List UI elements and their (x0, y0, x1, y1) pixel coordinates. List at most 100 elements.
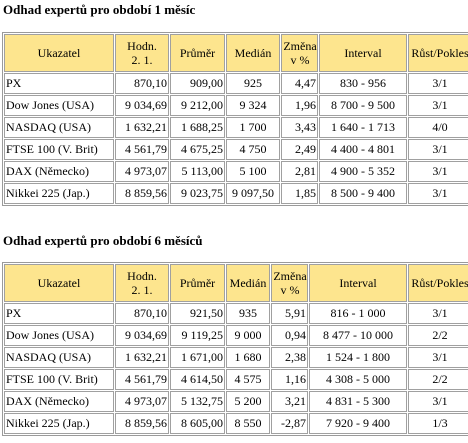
cell-median: 5 100 (226, 161, 280, 182)
cell-indicator: FTSE 100 (V. Brit) (4, 139, 114, 160)
cell-change: 2,38 (271, 347, 308, 368)
cell-indicator: Nikkei 225 (Jap.) (4, 183, 114, 204)
cell-average: 5 113,00 (170, 161, 225, 182)
table-row: PX 870,10 921,50 935 5,91 816 - 1 000 3/1 (4, 303, 468, 324)
cell-median: 9 324 (226, 95, 280, 116)
cell-growth-decline: 4/0 (408, 117, 468, 138)
cell-change: 0,94 (271, 325, 308, 346)
table-body-6-months: PX 870,10 921,50 935 5,91 816 - 1 000 3/1 Dow J… (4, 303, 468, 434)
cell-value: 4 561,79 (115, 139, 169, 160)
cell-median: 4 750 (226, 139, 280, 160)
cell-indicator: DAX (Německo) (4, 391, 114, 412)
header-indicator: Ukazatel (4, 34, 114, 72)
cell-interval: 4 308 - 5 000 (309, 369, 407, 390)
header-growth-decline: Růst/Pokles (408, 34, 468, 72)
cell-value: 9 034,69 (115, 325, 169, 346)
cell-growth-decline: 2/2 (408, 325, 468, 346)
cell-average: 921,50 (170, 303, 225, 324)
cell-average: 1 671,00 (170, 347, 225, 368)
header-change-label: Změna v % (273, 269, 307, 297)
cell-interval: 8 500 - 9 400 (319, 183, 407, 204)
cell-interval: 1 640 - 1 713 (319, 117, 407, 138)
cell-value: 4 973,07 (115, 161, 169, 182)
cell-indicator: Dow Jones (USA) (4, 95, 114, 116)
cell-change: 1,85 (281, 183, 318, 204)
header-value: Hodn. 2. 1. (115, 264, 169, 302)
header-interval: Interval (319, 34, 407, 72)
cell-median: 1 680 (226, 347, 270, 368)
cell-median: 9 000 (226, 325, 270, 346)
table-row: NASDAQ (USA) 1 632,21 1 688,25 1 700 3,43 1 6… (4, 117, 468, 138)
cell-interval: 1 524 - 1 800 (309, 347, 407, 368)
cell-change: 2,49 (281, 139, 318, 160)
header-change: Změna v % (271, 264, 308, 302)
cell-growth-decline: 3/1 (408, 347, 468, 368)
header-value-label: Hodn. 2. 1. (127, 39, 157, 67)
cell-value: 4 561,79 (115, 369, 169, 390)
cell-value: 870,10 (115, 303, 169, 324)
cell-growth-decline: 3/1 (408, 139, 468, 160)
cell-average: 5 132,75 (170, 391, 225, 412)
cell-growth-decline: 3/1 (408, 73, 468, 94)
table-row: Nikkei 225 (Jap.) 8 859,56 8 605,00 8 550 -2… (4, 413, 468, 434)
cell-median: 935 (226, 303, 270, 324)
cell-interval: 4 400 - 4 801 (319, 139, 407, 160)
cell-indicator: Dow Jones (USA) (4, 325, 114, 346)
cell-interval: 8 477 - 10 000 (309, 325, 407, 346)
header-change-label: Změna v % (283, 39, 317, 67)
cell-median: 9 097,50 (226, 183, 280, 204)
cell-median: 8 550 (226, 413, 270, 434)
cell-interval: 4 900 - 5 352 (319, 161, 407, 182)
cell-value: 1 632,21 (115, 117, 169, 138)
cell-average: 9 023,75 (170, 183, 225, 204)
header-median: Medián (226, 34, 280, 72)
header-median: Medián (226, 264, 270, 302)
cell-growth-decline: 2/2 (408, 369, 468, 390)
cell-value: 870,10 (115, 73, 169, 94)
cell-value: 8 859,56 (115, 413, 169, 434)
header-change: Změna v % (281, 34, 318, 72)
cell-indicator: NASDAQ (USA) (4, 117, 114, 138)
cell-indicator: NASDAQ (USA) (4, 347, 114, 368)
header-value-label: Hodn. 2. 1. (127, 269, 157, 297)
table-body-1-month: PX 870,10 909,00 925 4,47 830 - 956 3/1 Dow Jon… (4, 73, 468, 204)
cell-interval: 4 831 - 5 300 (309, 391, 407, 412)
cell-change: 1,16 (271, 369, 308, 390)
cell-average: 4 614,50 (170, 369, 225, 390)
cell-change: 3,21 (271, 391, 308, 412)
cell-value: 4 973,07 (115, 391, 169, 412)
cell-median: 1 700 (226, 117, 280, 138)
cell-change: 1,96 (281, 95, 318, 116)
cell-interval: 830 - 956 (319, 73, 407, 94)
cell-change: -2,87 (271, 413, 308, 434)
cell-interval: 7 920 - 9 400 (309, 413, 407, 434)
cell-growth-decline: 3/1 (408, 161, 468, 182)
cell-median: 4 575 (226, 369, 270, 390)
forecast-table-1-month: Ukazatel Hodn. 2. 1. Průměr Medián Změna… (2, 32, 468, 206)
forecast-table-6-months: Ukazatel Hodn. 2. 1. Průměr Medián Změna… (2, 262, 468, 436)
cell-value: 1 632,21 (115, 347, 169, 368)
table-row: NASDAQ (USA) 1 632,21 1 671,00 1 680 2,38 1 5… (4, 347, 468, 368)
table-row: DAX (Německo) 4 973,07 5 113,00 5 100 2,81 4 … (4, 161, 468, 182)
table-row: PX 870,10 909,00 925 4,47 830 - 956 3/1 (4, 73, 468, 94)
table-row: Nikkei 225 (Jap.) 8 859,56 9 023,75 9 097,5… (4, 183, 468, 204)
header-value: Hodn. 2. 1. (115, 34, 169, 72)
cell-average: 1 688,25 (170, 117, 225, 138)
header-average: Průměr (170, 34, 225, 72)
section-title-1-month: Odhad expertů pro období 1 měsíc (3, 2, 196, 17)
cell-value: 9 034,69 (115, 95, 169, 116)
cell-growth-decline: 3/1 (408, 95, 468, 116)
cell-median: 5 200 (226, 391, 270, 412)
section-title-6-months: Odhad expertů pro období 6 měsíců (3, 233, 203, 248)
table-header-row: Ukazatel Hodn. 2. 1. Průměr Medián Změna… (4, 264, 468, 302)
header-interval: Interval (309, 264, 407, 302)
cell-average: 909,00 (170, 73, 225, 94)
cell-indicator: PX (4, 73, 114, 94)
cell-average: 9 119,25 (170, 325, 225, 346)
header-growth-decline: Růst/Pokles (408, 264, 468, 302)
cell-change: 3,43 (281, 117, 318, 138)
table-row: FTSE 100 (V. Brit) 4 561,79 4 614,50 4 575 1… (4, 369, 468, 390)
table-header-row: Ukazatel Hodn. 2. 1. Průměr Medián Změna… (4, 34, 468, 72)
table-row: Dow Jones (USA) 9 034,69 9 119,25 9 000 0,94… (4, 325, 468, 346)
